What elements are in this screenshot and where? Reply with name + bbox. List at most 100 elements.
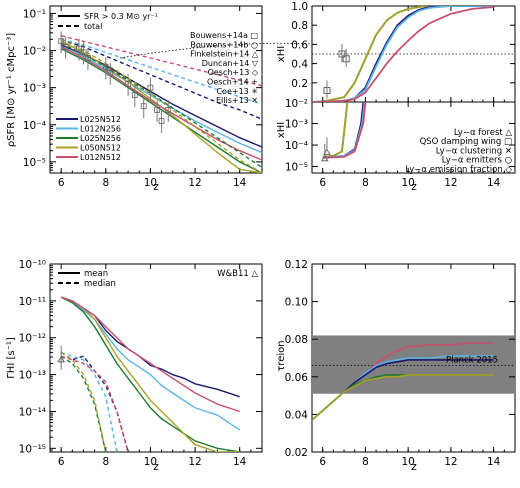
x-tick-label: 8 [102,456,109,468]
sfr-series [60,38,262,120]
gamma-series [60,351,107,452]
xtop-series [312,6,494,102]
obs-marker [80,49,87,56]
obs-legend-entry: Ly−α emission fraction ◇ [405,165,512,175]
y-tick-label: 0.04 [285,409,309,421]
xhi-bottom-ylabel: xHI [276,122,287,138]
obs-legend-entry: Duncan+14 ▽ [202,59,259,68]
gamma-axes [49,263,263,453]
sfr-series [60,38,262,173]
obs-marker [323,148,331,155]
gamma-xlabel: z [153,461,159,473]
x-tick-label: 10 [144,177,157,189]
y-tick-label: 10⁻¹⁰ [19,259,46,271]
sfr-xlabel: z [153,181,159,193]
y-tick-label: 0.08 [285,334,308,346]
x-tick-label: 8 [362,456,369,468]
tau-ylabel: τreion [276,340,287,371]
sim-legend-label: L050N512 [80,144,121,153]
obs-legend-entry: Coe+13 ✳ [216,87,258,96]
sfr-ylabel-text: ρSFR [M⊙ yr⁻¹ cMpc⁻³] [6,33,17,147]
sfr-series [60,46,262,154]
y-tick-label: 10⁻¹¹ [19,296,46,308]
x-tick-label: 10 [401,177,414,189]
obs-legend-entry: Finkelstein+14 △ [190,50,259,59]
x-tick-label: 6 [319,456,326,468]
x-tick-label: 12 [444,456,457,468]
x-tick-label: 12 [188,177,201,189]
x-tick-label: 10 [401,456,414,468]
obs-marker [140,103,147,110]
x-tick-label: 14 [487,456,501,468]
sfr-series [60,48,262,173]
obs-legend-entry: Bouwens+14b ○ [190,40,258,49]
y-tick-label: 10⁻¹⁵ [19,443,46,455]
sim-legend-label: L012N512 [80,153,121,162]
xtop-series [312,6,494,102]
x-tick-label: 10 [144,456,157,468]
obs-marker [320,154,329,162]
y-tick-label: 1.0 [291,1,308,13]
obs-legend-entry: Ly−α emitters ○ [442,156,512,166]
obs-legend-entry: W&B11 △ [217,269,258,279]
gamma-series [60,355,129,452]
y-tick-label: 0.06 [285,372,309,384]
obs-marker [125,81,132,87]
y-tick-label: 0.10 [285,297,308,309]
obs-marker [131,92,138,98]
y-tick-label: 0.12 [285,259,308,271]
legend-mean-label: mean [84,269,108,279]
y-tick-label: 0.8 [291,20,308,32]
y-tick-label: 10⁻¹⁴ [19,406,46,418]
gamma-series [60,355,107,452]
sfr-series [61,38,262,105]
y-tick-label: 10⁻² [23,46,46,58]
obs-marker [58,38,65,45]
x-tick-label: 6 [319,177,326,189]
obs-marker [62,43,69,50]
xhi-bottom-axes [311,101,516,174]
x-tick-label: 12 [444,177,457,189]
xhi-top-ylabel: xHI [276,46,287,62]
x-tick-label: 14 [487,177,501,189]
y-tick-label: 0.2 [291,78,308,90]
sim-legend-label: L012N256 [80,125,121,134]
chart-content: 6 8 10 12 14 10⁻¹ 10⁻² 10⁻³ 10⁻⁴ 10⁻⁵ z ρSFR [M⊙ yr… [6,1,516,473]
y-tick-label: 0.6 [291,39,308,51]
y-tick-label-shared: 10⁻² [285,98,308,110]
gamma-series [60,351,118,452]
y-tick-label: 10⁻⁴ [285,140,308,152]
xhi-xlabel: z [411,181,417,193]
gamma-series [60,296,240,452]
x-tick-label: 14 [233,456,247,468]
y-tick-label: 10⁻¹ [23,8,46,20]
x-tick-label: 8 [362,177,369,189]
x-tick-label: 14 [233,177,247,189]
gamma-series [60,296,240,452]
x-tick-label: 12 [188,456,201,468]
sim-legend-label: L025N256 [80,134,121,143]
gamma-series [60,351,129,452]
planck-annotation: Planck 2015 [446,356,498,366]
y-tick-label: 0.02 [285,447,308,459]
obs-marker [85,55,91,61]
inset-connector [119,42,313,59]
obs-legend-entry: Oesch+13 ◇ [208,68,259,77]
tau-xlabel: z [411,461,417,473]
gamma-series [60,296,241,431]
obs-legend-entry: Ellis+13 ✕ [216,96,258,105]
y-tick-label: 10⁻¹³ [19,370,46,382]
obs-legend-entry: Oesch+14 + [207,78,258,87]
x-tick-label: 6 [58,177,65,189]
gamma-series [60,296,240,413]
gamma-ylabel: ΓHI [s⁻¹] [6,337,17,379]
legend-dashed-label: total [84,22,102,31]
y-tick-label: 10⁻³ [23,83,46,95]
obs-marker [158,118,165,124]
planck-band [312,335,515,394]
obs-marker [147,84,154,91]
obs-legend-entry: Bouwens+14a □ [190,31,258,40]
obs-legend-entry: Ly−α clustering ✕ [436,146,512,156]
obs-marker [165,107,172,113]
